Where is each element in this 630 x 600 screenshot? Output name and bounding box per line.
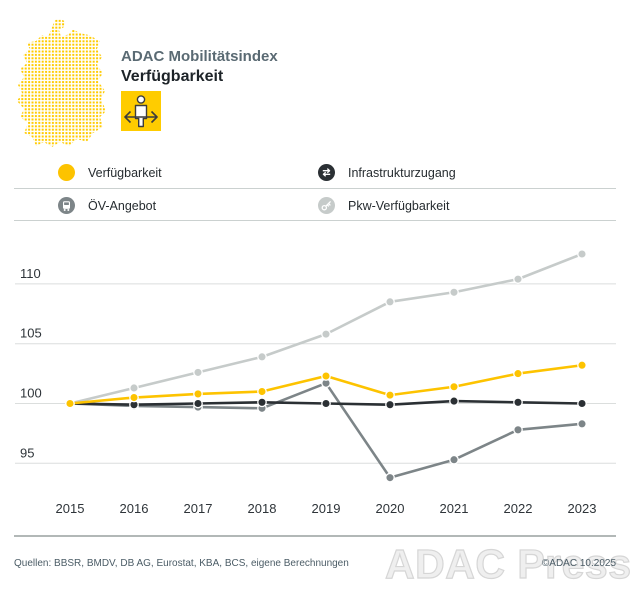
- data-point-verf-gbarkeit: [577, 360, 587, 371]
- data-point-infrastrukturzugang: [257, 397, 267, 408]
- copyright-note: ©ADAC 10.2025: [541, 558, 616, 569]
- title-series: ADAC Mobilitätsindex: [121, 48, 278, 65]
- data-point-infrastrukturzugang: [577, 398, 587, 409]
- data-point-infrastrukturzugang: [321, 398, 331, 409]
- legend-label: Pkw-Verfügbarkeit: [348, 198, 450, 213]
- data-point-infrastrukturzugang: [449, 396, 459, 406]
- legend-label: ÖV-Angebot: [88, 198, 157, 213]
- data-point-verf-gbarkeit: [193, 389, 203, 399]
- x-axis-label: 2018: [248, 501, 277, 516]
- legend-divider: [14, 220, 616, 221]
- x-axis-label: 2021: [440, 501, 469, 516]
- x-axis-label: 2017: [184, 501, 213, 516]
- data-point-verf-gbarkeit: [129, 392, 139, 403]
- data-point--v-angebot: [513, 424, 523, 435]
- data-point-pkw-verf-gbarkeit: [513, 274, 523, 284]
- data-point-verf-gbarkeit: [449, 381, 459, 392]
- x-axis-label: 2016: [120, 501, 149, 516]
- data-point-verf-gbarkeit: [321, 371, 331, 381]
- data-point-pkw-verf-gbarkeit: [321, 329, 331, 339]
- legend-item-pkw-verfuegbarkeit: Pkw-Verfügbarkeit: [318, 197, 449, 214]
- data-point-pkw-verf-gbarkeit: [129, 383, 139, 393]
- title-topic: Verfügbarkeit: [121, 67, 224, 85]
- line-chart: 95 100 105 110 2015 2016 2017 2018 2019 2020 2021 2…: [14, 249, 616, 537]
- data-point-verf-gbarkeit: [385, 390, 395, 400]
- car-key-icon: [318, 197, 335, 214]
- legend-item-verfuegbarkeit: Verfügbarkeit: [58, 164, 162, 181]
- bus-icon: [58, 197, 75, 214]
- y-axis-label: 100: [20, 386, 42, 401]
- data-point-pkw-verf-gbarkeit: [193, 367, 203, 378]
- legend-item-oev-angebot: ÖV-Angebot: [58, 197, 156, 214]
- availability-pictogram-icon: [121, 91, 161, 131]
- data-point-infrastrukturzugang: [513, 397, 523, 408]
- legend-label: Infrastrukturzugang: [348, 165, 456, 180]
- y-axis-label: 105: [20, 326, 42, 341]
- data-point-infrastrukturzugang: [193, 398, 203, 409]
- y-axis-label: 95: [20, 445, 34, 460]
- data-point-verf-gbarkeit: [257, 386, 267, 397]
- y-axis-label: 110: [20, 266, 41, 281]
- data-point-pkw-verf-gbarkeit: [257, 352, 267, 362]
- transfer-arrows-icon: [318, 164, 335, 181]
- data-point-verf-gbarkeit: [513, 368, 523, 379]
- press-watermark: ADAC Presse: [384, 540, 630, 587]
- data-point-infrastrukturzugang: [385, 399, 395, 410]
- data-point-pkw-verf-gbarkeit: [385, 296, 395, 307]
- page-title: ADAC Mobilitätsindex Verfügbarkeit: [121, 48, 278, 87]
- legend-divider: [14, 188, 616, 189]
- x-axis-label: 2015: [56, 501, 85, 516]
- germany-outline: [17, 19, 106, 147]
- germany-dotted-map: [17, 19, 106, 147]
- x-axis-label: 2020: [376, 501, 405, 516]
- data-point-pkw-verf-gbarkeit: [577, 249, 587, 259]
- data-point--v-angebot: [385, 472, 395, 483]
- data-point-pkw-verf-gbarkeit: [449, 287, 459, 298]
- verfuegbarkeit-dot-icon: [58, 164, 75, 181]
- data-point--v-angebot: [449, 454, 459, 465]
- x-axis-label: 2019: [312, 501, 341, 516]
- x-axis-label: 2023: [568, 501, 597, 516]
- data-point--v-angebot: [577, 418, 587, 429]
- legend-item-infrastrukturzugang: Infrastrukturzugang: [318, 164, 456, 181]
- x-axis-label: 2022: [504, 501, 533, 516]
- sources-note: Quellen: BBSR, BMDV, DB AG, Eurostat, KB…: [14, 558, 349, 569]
- legend-label: Verfügbarkeit: [88, 165, 162, 180]
- data-point-verf-gbarkeit: [65, 398, 75, 409]
